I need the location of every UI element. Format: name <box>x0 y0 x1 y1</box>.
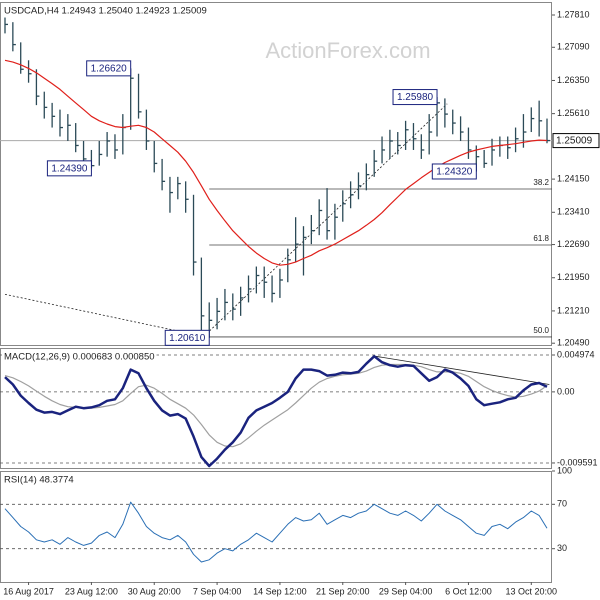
y-tick-label: 0.004974 <box>557 349 595 359</box>
price-annotation: 1.25980 <box>397 92 434 103</box>
last-price-box <box>552 133 600 149</box>
y-tick-label: 1.21950 <box>557 272 590 282</box>
x-tick-label: 7 Sep 04:00 <box>193 586 242 596</box>
fib-label: 61.8 <box>533 234 549 243</box>
panel-title-bg <box>2 4 209 18</box>
y-tick-label: 1.20490 <box>557 338 590 348</box>
y-tick-label: 0.00 <box>557 386 575 396</box>
y-tick-label: 1.22690 <box>557 239 590 249</box>
trendline <box>203 103 448 337</box>
panel-frame <box>0 2 552 346</box>
y-tick-label: -0.009591 <box>557 457 598 467</box>
rsi-line <box>4 501 548 563</box>
x-tick-label: 13 Oct 20:00 <box>506 586 558 596</box>
x-tick-label: 16 Aug 2017 <box>3 586 54 596</box>
y-tick-label: 1.25610 <box>557 108 590 118</box>
y-tick-label: 1.23410 <box>557 207 590 217</box>
last-price-label: 1.25009 <box>556 136 593 147</box>
x-tick-label: 21 Sep 20:00 <box>316 586 370 596</box>
panel-frame <box>0 348 552 469</box>
x-tick-label: 30 Aug 20:00 <box>128 586 181 596</box>
y-tick-label: 100 <box>557 465 572 475</box>
fib-label: 38.2 <box>533 178 549 187</box>
x-tick-label: 29 Sep 04:00 <box>379 586 433 596</box>
trendline <box>4 293 204 337</box>
price-annotation: 1.24390 <box>51 163 88 174</box>
panel-title: USDCAD,H4 1.24943 1.25040 1.24923 1.2500… <box>4 6 207 17</box>
watermark: ActionForex.com <box>265 38 430 63</box>
x-tick-label: 14 Sep 12:00 <box>253 586 307 596</box>
y-tick-label: 70 <box>557 499 567 509</box>
macd-line <box>4 355 548 468</box>
fib-label: 50.0 <box>533 326 549 335</box>
y-tick-label: 1.21210 <box>557 305 590 315</box>
panel-frame <box>0 471 552 583</box>
y-tick-label: 30 <box>557 543 567 553</box>
panel-title: RSI(14) 48.3774 <box>4 475 74 486</box>
x-tick-label: 23 Aug 12:00 <box>65 586 118 596</box>
signal-line <box>4 363 548 448</box>
y-tick-label: 1.24150 <box>557 173 590 183</box>
price-annotation: 1.24320 <box>436 167 473 178</box>
price-annotation-box <box>431 163 477 180</box>
x-tick-label: 6 Oct 12:00 <box>445 586 492 596</box>
price-annotation-box <box>46 160 92 177</box>
price-annotation-box <box>86 60 132 77</box>
price-annotation-box <box>392 89 438 106</box>
price-annotation-box <box>164 329 210 346</box>
y-tick-label: 1.26350 <box>557 75 590 85</box>
moving-average <box>4 59 548 266</box>
y-tick-label: 1.27810 <box>557 9 590 19</box>
panel-title-bg <box>2 350 157 364</box>
y-tick-label: 1.27090 <box>557 42 590 52</box>
price-annotation: 1.26620 <box>91 63 128 74</box>
panel-title-bg <box>2 473 76 487</box>
trendline <box>375 355 550 385</box>
panel-title: MACD(12,26,9) 0.000683 0.000850 <box>4 352 155 363</box>
price-annotation: 1.20610 <box>169 333 206 344</box>
